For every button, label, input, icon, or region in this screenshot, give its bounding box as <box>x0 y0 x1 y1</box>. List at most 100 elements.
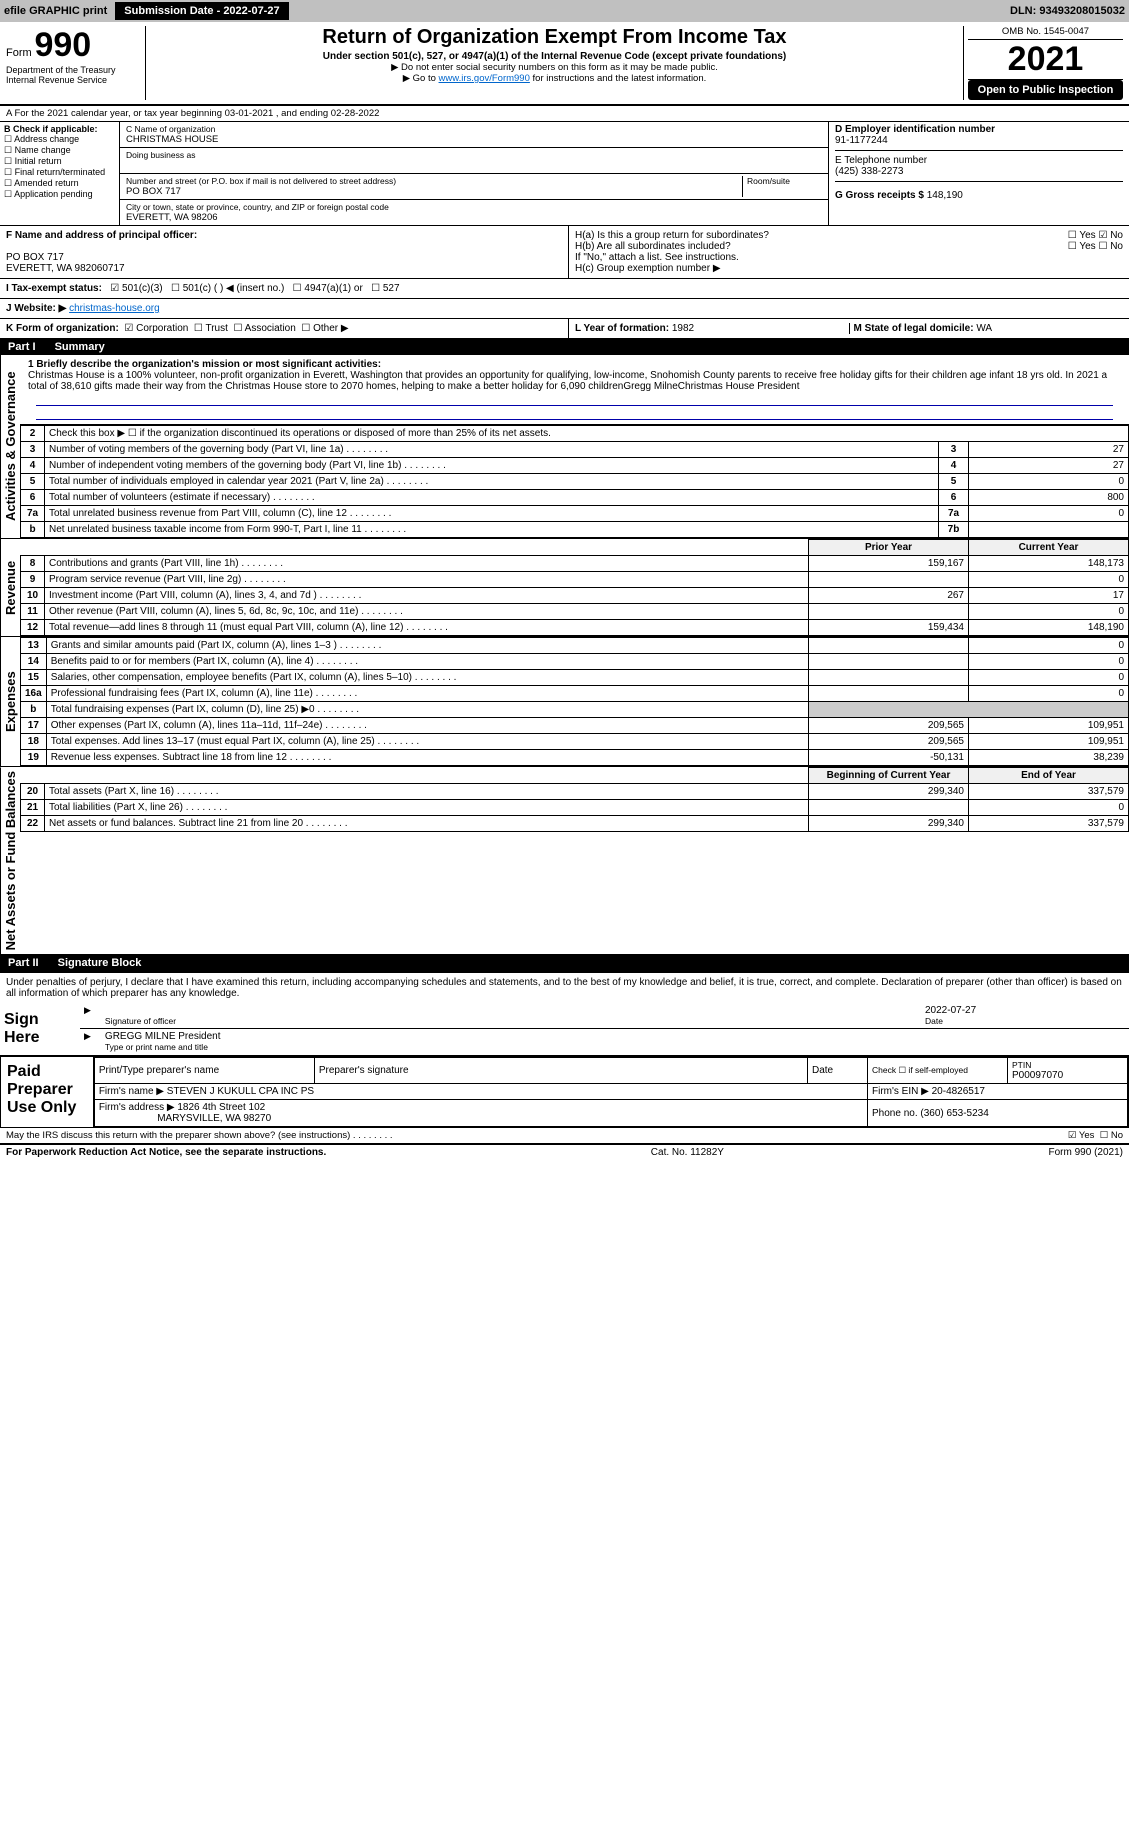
section-revenue: Revenue Prior Year Current Year 8Contrib… <box>0 539 1129 637</box>
org-name-label: C Name of organization <box>126 124 822 134</box>
form-number-block: Form 990 Department of the Treasury Inte… <box>6 26 146 100</box>
f-line2: EVERETT, WA 982060717 <box>6 263 125 274</box>
street-label: Number and street (or P.O. box if mail i… <box>126 176 742 186</box>
part1-label: Part I <box>8 341 36 353</box>
governance-table: 2Check this box ▶ ☐ if the organization … <box>20 425 1129 538</box>
h-check[interactable]: Check ☐ if self-employed <box>868 1058 1008 1084</box>
chk-name-change[interactable]: Name change <box>4 145 115 156</box>
chk-527[interactable]: 527 <box>371 283 399 294</box>
note2-post: for instructions and the latest informat… <box>530 73 706 84</box>
ha-no[interactable]: No <box>1098 230 1123 241</box>
sig-date: 2022-07-27 <box>925 1005 1125 1016</box>
chk-address-change[interactable]: Address change <box>4 134 115 145</box>
table-row: bTotal fundraising expenses (Part IX, co… <box>21 702 1129 718</box>
table-row: 21Total liabilities (Part X, line 26)0 <box>21 800 1129 816</box>
arrow-icon <box>84 1031 93 1052</box>
chk-trust[interactable]: Trust <box>194 323 228 334</box>
open-to-public-badge: Open to Public Inspection <box>968 80 1123 100</box>
i-label: I Tax-exempt status: <box>6 283 102 294</box>
table-row: 17Other expenses (Part IX, column (A), l… <box>21 718 1129 734</box>
hdr-end: End of Year <box>969 768 1129 784</box>
box-f: F Name and address of principal officer:… <box>0 226 569 278</box>
chk-4947[interactable]: 4947(a)(1) or <box>293 283 363 294</box>
blank-line <box>36 406 1113 420</box>
part2-header: Part II Signature Block <box>0 955 1129 971</box>
f-label: F Name and address of principal officer: <box>6 230 197 241</box>
ha-yes[interactable]: Yes <box>1068 230 1096 241</box>
top-bar: efile GRAPHIC print Submission Date - 20… <box>0 0 1129 22</box>
table-row: 2Check this box ▶ ☐ if the organization … <box>21 426 1129 442</box>
irs-link[interactable]: www.irs.gov/Form990 <box>439 73 530 84</box>
vlabel-revenue: Revenue <box>0 539 20 636</box>
discuss-row: May the IRS discuss this return with the… <box>0 1128 1129 1144</box>
dln-label: DLN: 93493208015032 <box>1010 5 1125 17</box>
addr2: MARYSVILLE, WA 98270 <box>157 1113 271 1124</box>
hb-yesno: Yes No <box>1068 241 1123 252</box>
table-row: 11Other revenue (Part VIII, column (A), … <box>21 604 1129 620</box>
h-ptin: PTIN <box>1012 1060 1123 1070</box>
sig-date-label: Date <box>925 1016 1125 1026</box>
l-value: 1982 <box>672 323 694 334</box>
ein-label: D Employer identification number <box>835 124 1123 135</box>
tax-year: 2021 <box>968 40 1123 80</box>
table-row: 20Total assets (Part X, line 16)299,3403… <box>21 784 1129 800</box>
hb-label: H(b) Are all subordinates included? <box>575 241 731 252</box>
ein-value: 20-4826517 <box>932 1086 985 1097</box>
l-label: L Year of formation: <box>575 323 669 334</box>
discuss-no[interactable]: No <box>1100 1130 1123 1141</box>
footer-left: For Paperwork Reduction Act Notice, see … <box>6 1147 326 1158</box>
m-value: WA <box>976 323 992 334</box>
section-governance: Activities & Governance 1 Briefly descri… <box>0 355 1129 539</box>
tel-value: (425) 338-2273 <box>835 166 1123 182</box>
website-link[interactable]: christmas-house.org <box>69 303 160 314</box>
sig-officer-label: Signature of officer <box>105 1016 913 1026</box>
firm-label: Firm's name ▶ <box>99 1086 164 1097</box>
hdr-current: Current Year <box>969 540 1129 556</box>
vlabel-expenses: Expenses <box>0 637 20 766</box>
table-row: 9Program service revenue (Part VIII, lin… <box>21 572 1129 588</box>
table-row: 12Total revenue—add lines 8 through 11 (… <box>21 620 1129 636</box>
table-row: 8Contributions and grants (Part VIII, li… <box>21 556 1129 572</box>
table-row: 19Revenue less expenses. Subtract line 1… <box>21 750 1129 766</box>
briefly-label: 1 Briefly describe the organization's mi… <box>28 359 381 370</box>
paid-prep-table: Print/Type preparer's name Preparer's si… <box>94 1057 1128 1127</box>
f-line1: PO BOX 717 <box>6 252 64 263</box>
box-c: C Name of organization CHRISTMAS HOUSE D… <box>120 122 829 225</box>
part2-title: Signature Block <box>58 957 142 969</box>
hdr-prior: Prior Year <box>809 540 969 556</box>
table-row: 3Number of voting members of the governi… <box>21 442 1129 458</box>
table-row: bNet unrelated business taxable income f… <box>21 522 1129 538</box>
chk-corp[interactable]: Corporation <box>124 323 188 334</box>
arrow-icon <box>84 1005 93 1026</box>
ein-value: 91-1177244 <box>835 135 1123 151</box>
discuss-yes[interactable]: Yes <box>1068 1130 1094 1141</box>
chk-application-pending[interactable]: Application pending <box>4 189 115 200</box>
section-expenses: Expenses 13Grants and similar amounts pa… <box>0 637 1129 767</box>
chk-amended-return[interactable]: Amended return <box>4 178 115 189</box>
sig-name: GREGG MILNE President <box>105 1031 1125 1042</box>
hb-yes[interactable]: Yes <box>1068 241 1096 252</box>
header-title-block: Return of Organization Exempt From Incom… <box>154 26 955 100</box>
table-row: 15Salaries, other compensation, employee… <box>21 670 1129 686</box>
org-name: CHRISTMAS HOUSE <box>126 134 822 145</box>
gross-label: G Gross receipts $ <box>835 190 924 201</box>
submission-date-button[interactable]: Submission Date - 2022-07-27 <box>115 2 288 20</box>
table-row: 14Benefits paid to or for members (Part … <box>21 654 1129 670</box>
firm-value: STEVEN J KUKULL CPA INC PS <box>167 1086 314 1097</box>
chk-501c[interactable]: 501(c) ( ) ◀ (insert no.) <box>171 283 284 294</box>
chk-initial-return[interactable]: Initial return <box>4 156 115 167</box>
hb-no[interactable]: No <box>1098 241 1123 252</box>
revenue-table: Prior Year Current Year 8Contributions a… <box>20 539 1129 636</box>
h-date: Date <box>808 1058 868 1084</box>
sign-here-block: Sign Here Signature of officer 2022-07-2… <box>0 1003 1129 1056</box>
chk-other[interactable]: Other ▶ <box>301 323 348 334</box>
note2-pre: ▶ Go to <box>403 73 439 84</box>
ptin-value: P00097070 <box>1012 1070 1123 1081</box>
hc-label: H(c) Group exemption number ▶ <box>575 263 1123 274</box>
chk-501c3[interactable]: 501(c)(3) <box>110 283 162 294</box>
chk-final-return[interactable]: Final return/terminated <box>4 167 115 178</box>
section-net-assets: Net Assets or Fund Balances Beginning of… <box>0 767 1129 955</box>
ha-label: H(a) Is this a group return for subordin… <box>575 230 769 241</box>
irs-label: Internal Revenue Service <box>6 75 141 85</box>
chk-assoc[interactable]: Association <box>233 323 295 334</box>
